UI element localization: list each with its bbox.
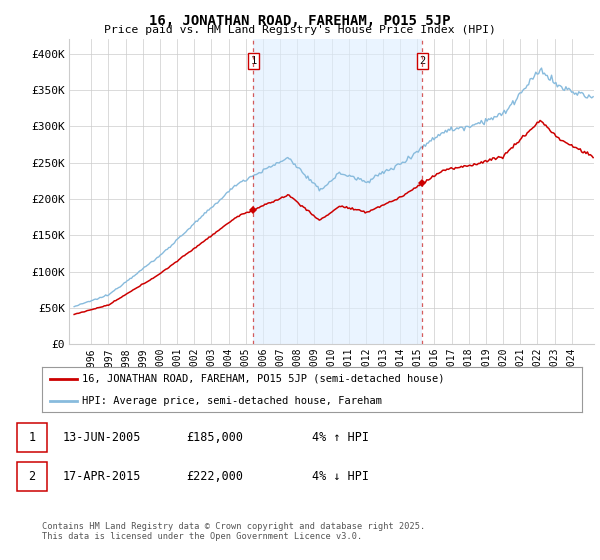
Text: 2: 2 xyxy=(28,470,35,483)
Text: £222,000: £222,000 xyxy=(186,470,243,483)
Text: 4% ↓ HPI: 4% ↓ HPI xyxy=(312,470,369,483)
Text: 2: 2 xyxy=(419,56,425,66)
Bar xyxy=(253,39,422,344)
Text: £185,000: £185,000 xyxy=(186,431,243,444)
Text: 13-JUN-2005: 13-JUN-2005 xyxy=(63,431,142,444)
Text: 1: 1 xyxy=(28,431,35,444)
Text: 16, JONATHAN ROAD, FAREHAM, PO15 5JP: 16, JONATHAN ROAD, FAREHAM, PO15 5JP xyxy=(149,14,451,28)
Text: HPI: Average price, semi-detached house, Fareham: HPI: Average price, semi-detached house,… xyxy=(83,396,383,406)
Text: 16, JONATHAN ROAD, FAREHAM, PO15 5JP (semi-detached house): 16, JONATHAN ROAD, FAREHAM, PO15 5JP (se… xyxy=(83,374,445,384)
Text: 4% ↑ HPI: 4% ↑ HPI xyxy=(312,431,369,444)
Text: Price paid vs. HM Land Registry's House Price Index (HPI): Price paid vs. HM Land Registry's House … xyxy=(104,25,496,35)
Text: Contains HM Land Registry data © Crown copyright and database right 2025.
This d: Contains HM Land Registry data © Crown c… xyxy=(42,522,425,542)
Text: 1: 1 xyxy=(250,56,257,66)
Text: 17-APR-2015: 17-APR-2015 xyxy=(63,470,142,483)
